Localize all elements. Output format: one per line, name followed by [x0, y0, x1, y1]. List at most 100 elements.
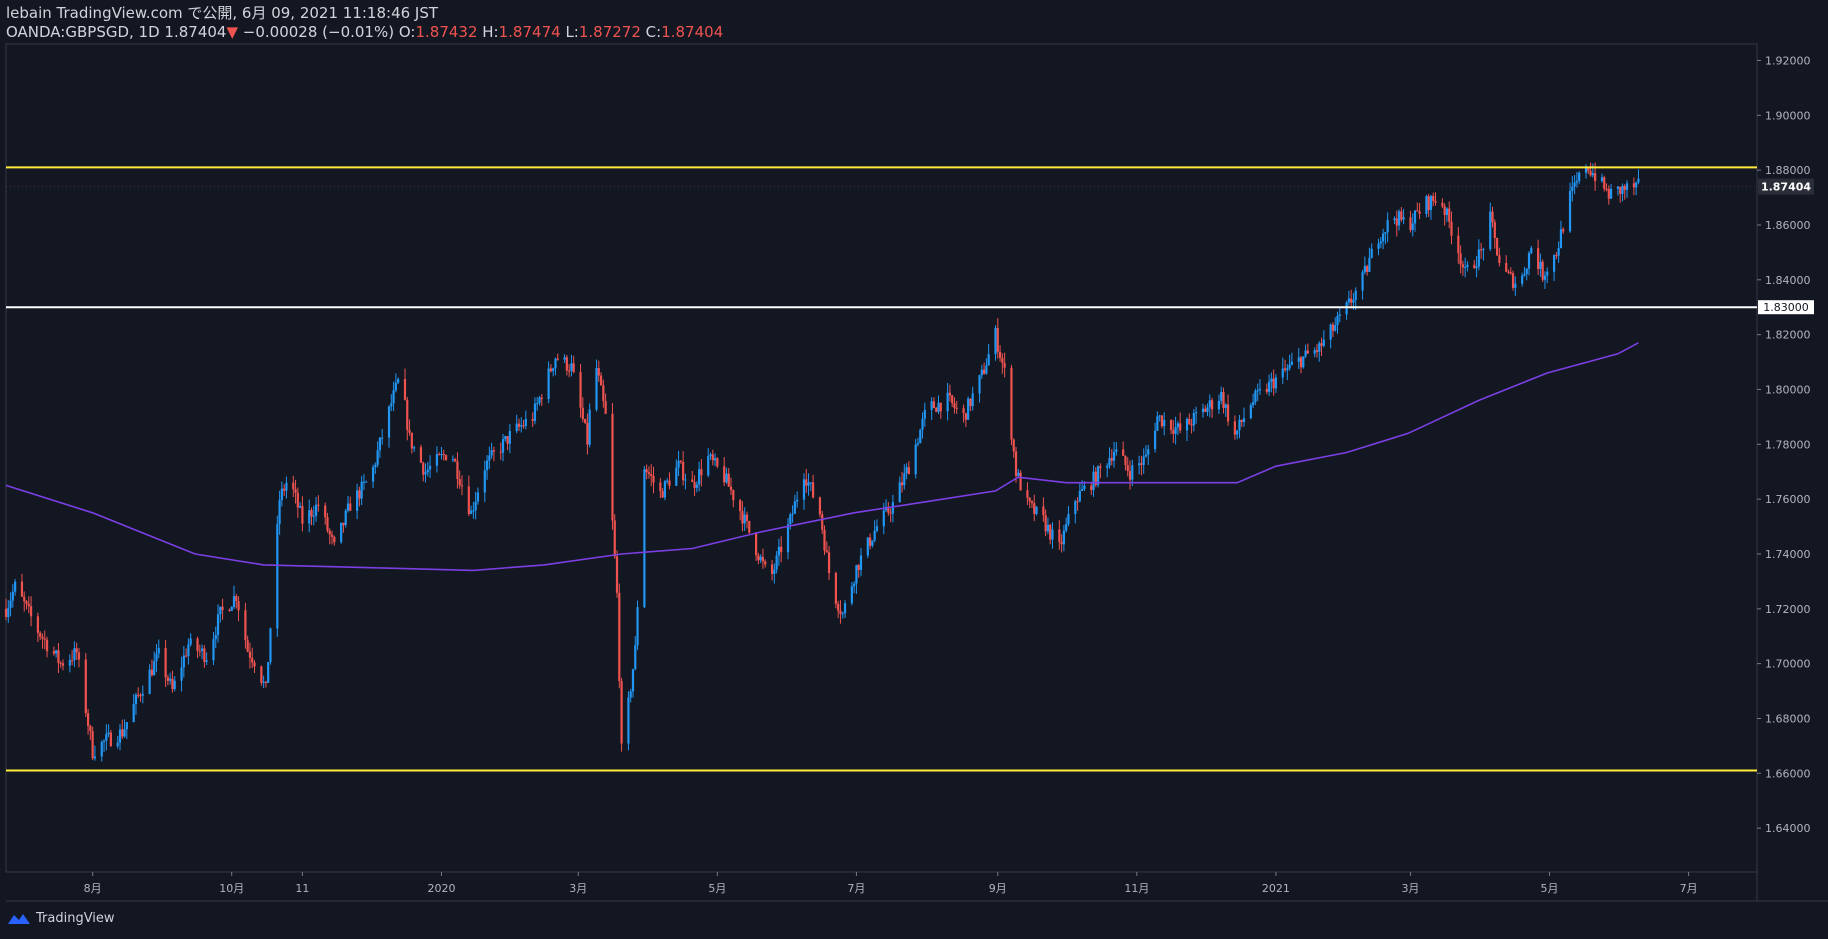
candle-body — [36, 616, 40, 633]
candle-body — [232, 596, 236, 608]
candle-body — [390, 403, 393, 407]
candle-body — [1409, 217, 1412, 230]
candle-body — [20, 581, 24, 597]
candle-body — [1290, 361, 1293, 365]
candle-body — [650, 473, 653, 476]
candle-body — [283, 488, 286, 491]
candle-body — [994, 327, 997, 355]
candle-body — [330, 534, 334, 537]
candle-body — [260, 666, 263, 683]
candle-body — [346, 503, 350, 511]
candle-body — [759, 556, 762, 561]
candle-body — [228, 609, 231, 611]
candle-body — [891, 502, 894, 514]
candle-body — [682, 461, 685, 481]
candle-body — [392, 390, 395, 404]
candle-body — [1065, 523, 1068, 531]
candle-body — [1003, 363, 1006, 368]
candle-body — [59, 662, 62, 664]
candle-body — [203, 648, 206, 662]
candle-body — [169, 678, 172, 681]
candle-body — [55, 650, 58, 654]
candle-body — [476, 492, 480, 502]
candle-body — [552, 368, 555, 372]
candle-body — [1201, 408, 1205, 413]
time-axis[interactable]: 8月 10月 11 2020 3月 5月 7月 9月 11月 2021 3月 5月 7月 — [84, 872, 1698, 895]
candle-body — [219, 606, 222, 615]
candle-body — [1028, 497, 1031, 502]
candle-body — [1507, 271, 1510, 273]
close-label: C: — [645, 23, 662, 41]
candle-body — [666, 480, 669, 482]
candle-body — [1338, 314, 1341, 316]
candle-body — [153, 661, 156, 676]
candle-body — [1347, 298, 1350, 303]
candle-body — [850, 586, 853, 604]
y-tick-label: 1.74000 — [1765, 548, 1811, 561]
candle-body — [141, 693, 144, 696]
candle-body — [1331, 324, 1335, 331]
candle-body — [743, 514, 746, 524]
candle-body — [1441, 202, 1444, 207]
candle-body — [105, 734, 108, 741]
candle-body — [579, 372, 582, 408]
candle-body — [4, 608, 8, 618]
candle-body — [1252, 402, 1255, 406]
candle-body — [1434, 200, 1437, 203]
candle-body — [356, 490, 359, 511]
candle-body — [1044, 515, 1047, 532]
footer-brand: TradingView — [36, 910, 115, 926]
candle-body — [1035, 506, 1038, 514]
candle-body — [460, 485, 464, 487]
horizontal-lines-layer[interactable]: 1.83000 — [6, 166, 1814, 772]
candle-body — [182, 655, 185, 668]
candle-body — [953, 403, 956, 408]
candle-body — [1192, 413, 1195, 426]
candle-body — [1541, 261, 1544, 280]
candle-body — [996, 327, 999, 352]
candle-body — [1505, 262, 1508, 272]
candle-body — [599, 375, 603, 386]
candle-body — [1619, 186, 1622, 194]
moving-average-layer — [5, 342, 1639, 572]
candle-body — [1381, 233, 1385, 242]
candle-body — [821, 514, 824, 530]
candle-body — [1318, 343, 1321, 352]
candle-body — [663, 481, 667, 498]
candle-body — [611, 413, 614, 521]
candle-body — [1530, 248, 1533, 254]
y-tick-label: 1.92000 — [1765, 54, 1811, 67]
x-tick-label: 8月 — [84, 882, 102, 895]
candle-body — [483, 470, 486, 493]
candle-body — [57, 650, 60, 663]
candle-body — [1306, 350, 1309, 354]
candle-body — [301, 505, 304, 524]
candle-body — [1557, 248, 1560, 256]
candle-body — [531, 419, 534, 421]
price-axis[interactable]: 1.64000 1.66000 1.68000 1.70000 1.72000 1.740… — [6, 54, 1814, 835]
candle-body — [1010, 367, 1013, 440]
y-tick-label: 1.68000 — [1765, 712, 1811, 725]
candle-body — [1571, 186, 1574, 191]
candle-body — [700, 469, 703, 476]
candle-body — [1448, 208, 1451, 222]
candle-body — [1552, 255, 1556, 272]
candle-body — [1033, 503, 1036, 514]
candle-body — [741, 511, 744, 524]
candle-body — [780, 546, 783, 553]
x-tick-label: 3月 — [1401, 882, 1419, 895]
candle-body — [1313, 350, 1316, 354]
candle-body — [470, 510, 473, 514]
candle-body — [1546, 271, 1549, 276]
candle-body — [1368, 257, 1371, 272]
candle-body — [1632, 183, 1635, 188]
candle-body — [1106, 465, 1109, 468]
candle-body — [584, 419, 587, 423]
candle-body — [937, 402, 940, 412]
candle-body — [299, 505, 302, 508]
candle-body — [1267, 381, 1271, 392]
candle-body — [1393, 218, 1396, 221]
candle-body — [818, 497, 822, 515]
candle-body — [698, 469, 701, 485]
